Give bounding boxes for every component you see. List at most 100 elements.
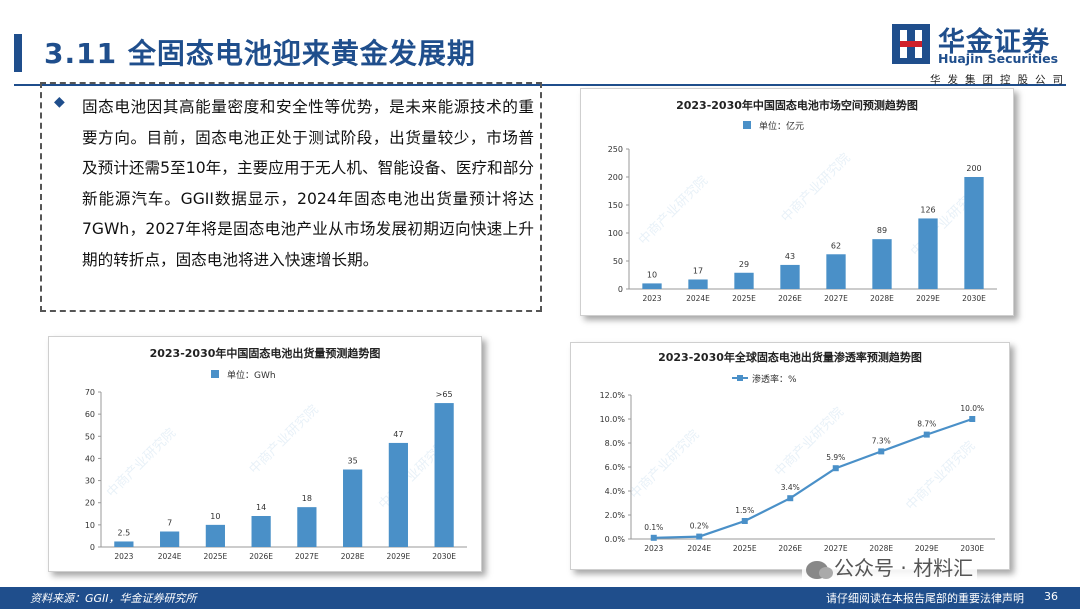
data-point (696, 533, 703, 540)
bar (160, 531, 180, 547)
logo-chinese-name: 华金证券 (938, 27, 1050, 58)
data-label: 0.2% (690, 522, 709, 531)
data-label: 3.4% (781, 483, 800, 492)
watermark-text: 中商产业研究院 (636, 173, 711, 248)
y-tick-label: 4.0% (605, 487, 626, 496)
watermark-text: 中商产业研究院 (104, 426, 179, 501)
data-point (741, 518, 748, 524)
x-tick-label: 2030E (962, 294, 986, 303)
data-label: 200 (966, 164, 981, 173)
x-tick-label: 2023 (642, 294, 661, 303)
y-tick-label: 60 (85, 410, 95, 419)
data-label: 5.9% (826, 453, 845, 462)
data-label: 89 (877, 226, 887, 235)
data-label: 8.7% (917, 420, 936, 429)
bar (343, 469, 363, 547)
page-number: 36 (1044, 590, 1058, 603)
data-point (923, 431, 930, 438)
bar (918, 218, 938, 289)
data-label: 10.0% (960, 404, 984, 413)
x-tick-label: 2027E (824, 544, 848, 553)
y-tick-label: 0 (90, 543, 95, 552)
data-label: 7 (167, 519, 172, 528)
bar (114, 541, 134, 547)
bar (297, 507, 317, 547)
watermark-text: 中商产业研究院 (903, 439, 978, 514)
data-label: 29 (739, 260, 749, 269)
chart-title: 2023-2030年中国固态电池出货量预测趋势图 (150, 346, 381, 360)
y-tick-label: 50 (85, 432, 95, 441)
huajin-logo-icon (892, 24, 930, 64)
title-accent-bar (14, 34, 22, 72)
y-tick-label: 20 (85, 499, 95, 508)
intro-textbox: ◆ 固态电池因其高能量密度和安全性等优势，是未来能源技术的重要方向。目前，固态电… (40, 82, 542, 312)
data-label: 2.5 (118, 528, 131, 537)
y-tick-label: 0 (618, 285, 623, 294)
bar (734, 272, 754, 289)
y-tick-label: 200 (608, 173, 623, 182)
data-label: 10 (647, 270, 657, 279)
x-tick-label: 2023 (114, 552, 133, 561)
data-label: 126 (920, 205, 935, 214)
page-title: 3.11 全固态电池迎来黄金发展期 (44, 37, 476, 70)
x-tick-label: 2027E (295, 552, 319, 561)
chart-svg: 中商产业研究院 中商产业研究院 中商产业研究院2023-2030年全球固态电池出货量… (600, 350, 995, 553)
bar (251, 516, 271, 547)
x-tick-label: 2025E (733, 544, 757, 553)
diamond-bullet-icon: ◆ (54, 94, 65, 110)
legend-label: 单位：GWh (227, 369, 276, 381)
bar (964, 177, 984, 289)
x-tick-label: 2029E (915, 544, 939, 553)
data-label: 43 (785, 252, 795, 261)
data-label: 10 (210, 512, 220, 521)
data-label: 17 (693, 266, 703, 275)
y-tick-label: 10 (85, 521, 95, 530)
shipment-chart: 中商产业研究院 中商产业研究院 中商产业研究院 2023-2030年中国固态电池出货量… (48, 336, 482, 572)
x-tick-label: 2025E (203, 552, 227, 561)
bar (642, 283, 662, 289)
footer-disclaimer: 请仔细阅读在本报告尾部的重要法律声明 (826, 592, 1024, 605)
chart-svg: 中商产业研究院 中商产业研究院 中商产业研究院2023-2030年中国固态电池市场空… (608, 98, 997, 303)
logo-english-name: Huajin Securities (938, 51, 1059, 66)
y-tick-label: 2.0% (605, 511, 626, 520)
wechat-icon (806, 560, 833, 579)
x-tick-label: 2029E (916, 294, 940, 303)
x-tick-label: 2026E (778, 294, 802, 303)
x-tick-label: 2028E (869, 544, 893, 553)
y-tick-label: 6.0% (605, 463, 626, 472)
penetration-chart: 中商产业研究院 中商产业研究院 中商产业研究院 2023-2030年全球固态电池出货量… (570, 342, 1010, 570)
footer-source: 资料来源：GGII，华金证券研究所 (30, 592, 197, 605)
x-tick-label: 2028E (341, 552, 365, 561)
legend-swatch (211, 370, 219, 378)
x-tick-label: 2026E (249, 552, 273, 561)
wechat-account-name: 公众号 · 材料汇 (834, 556, 974, 580)
data-label: 62 (831, 241, 841, 250)
x-tick-label: 2024E (687, 544, 711, 553)
data-point (878, 448, 885, 455)
y-tick-label: 12.0% (600, 391, 626, 400)
chart-title: 2023-2030年全球固态电池出货量渗透率预测趋势图 (658, 350, 922, 364)
market-size-chart: 中商产业研究院 中商产业研究院 中商产业研究院 2023-2030年中国固态电池市场空… (580, 88, 1014, 316)
x-tick-label: 2026E (778, 544, 802, 553)
y-tick-label: 100 (608, 229, 623, 238)
footer-bar (0, 587, 1080, 609)
data-label: >65 (436, 390, 453, 399)
company-logo: 华金证券 Huajin Securities 华发集团控股公司 (890, 18, 1070, 88)
series-line (653, 417, 973, 539)
watermark-text: 中商产业研究院 (627, 427, 702, 502)
legend-label: 渗透率：% (752, 373, 797, 385)
intro-paragraph: 固态电池因其高能量密度和安全性等优势，是未来能源技术的重要方向。目前，固态电池正… (82, 98, 534, 269)
x-tick-label: 2028E (870, 294, 894, 303)
bar (434, 403, 454, 547)
y-tick-label: 150 (608, 201, 623, 210)
legend-marker (737, 375, 743, 381)
y-tick-label: 70 (85, 388, 95, 397)
data-point (832, 465, 839, 472)
bar (205, 524, 225, 547)
data-point (787, 495, 794, 502)
data-label: 1.5% (735, 506, 754, 515)
watermark-text: 中商产业研究院 (247, 402, 322, 477)
y-tick-label: 10.0% (600, 415, 626, 424)
chart-svg: 中商产业研究院 中商产业研究院 中商产业研究院2023-2030年中国固态电池出货量… (85, 346, 467, 561)
y-tick-label: 250 (608, 145, 623, 154)
